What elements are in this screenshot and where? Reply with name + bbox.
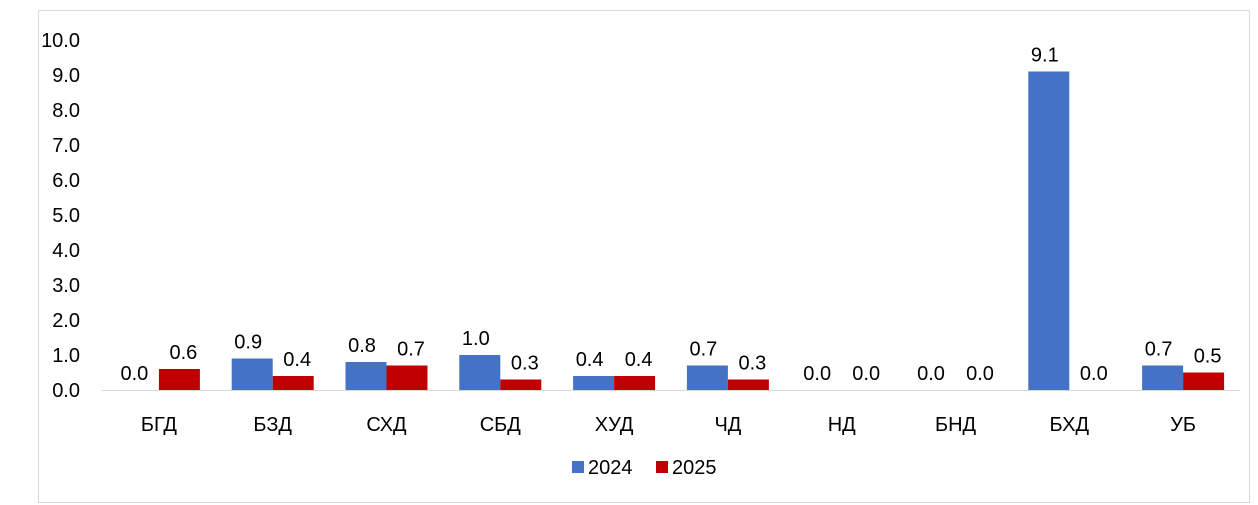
chart-frame: [38, 10, 1250, 503]
bar-2025: [272, 376, 314, 390]
data-label-2024: 0.4: [576, 349, 604, 371]
y-tick-label: 5.0: [52, 205, 80, 227]
data-label-2025: 0.3: [738, 353, 766, 375]
bar-2025: [386, 365, 428, 390]
y-tick-label: 2.0: [52, 310, 80, 332]
data-label-2024: 0.0: [917, 363, 945, 385]
bar-2024: [345, 362, 387, 390]
bar-2024: [459, 355, 501, 390]
bar-2024: [686, 365, 728, 390]
bar-2025: [1183, 372, 1225, 390]
data-label-2025: 0.0: [966, 363, 994, 385]
y-tick-label: 7.0: [52, 135, 80, 157]
x-category-label: БХД: [1050, 414, 1090, 436]
data-label-2025: 0.4: [625, 349, 653, 371]
data-label-2025: 0.7: [397, 339, 425, 361]
bar-2024: [231, 358, 273, 390]
bar-2024: [1028, 71, 1070, 390]
x-category-label: УБ: [1170, 414, 1196, 436]
data-label-2024: 1.0: [462, 328, 490, 350]
x-category-label: СБД: [480, 414, 522, 436]
bar-2025: [500, 379, 542, 390]
data-label-2025: 0.4: [283, 349, 311, 371]
y-tick-label: 10.0: [41, 30, 80, 52]
data-label-2024: 0.9: [234, 332, 262, 354]
data-label-2024: 0.0: [120, 363, 148, 385]
bar-2025: [614, 376, 656, 390]
y-tick-label: 6.0: [52, 170, 80, 192]
bar-2024: [1142, 365, 1184, 390]
data-label-2025: 0.5: [1194, 346, 1222, 368]
x-category-label: СХД: [366, 414, 407, 436]
data-label-2025: 0.6: [169, 342, 197, 364]
legend-label: 2024: [588, 457, 633, 479]
y-tick-label: 1.0: [52, 345, 80, 367]
data-label-2025: 0.0: [1080, 363, 1108, 385]
x-category-label: ХУД: [595, 414, 634, 436]
x-category-label: БГД: [141, 414, 178, 436]
bar-2024: [573, 376, 615, 390]
data-label-2024: 0.8: [348, 335, 376, 357]
x-category-label: БЗД: [253, 414, 292, 436]
legend-swatch-2024: [572, 461, 584, 473]
legend-label: 2025: [672, 457, 717, 479]
y-tick-label: 4.0: [52, 240, 80, 262]
y-tick-label: 8.0: [52, 100, 80, 122]
data-label-2024: 0.7: [1145, 339, 1173, 361]
x-category-label: БНД: [935, 414, 977, 436]
bar-2025: [158, 369, 200, 390]
legend-swatch-2025: [656, 461, 668, 473]
y-tick-label: 3.0: [52, 275, 80, 297]
y-tick-label: 9.0: [52, 65, 80, 87]
x-category-label: НД: [828, 414, 856, 436]
data-label-2024: 0.7: [689, 339, 717, 361]
y-tick-label: 0.0: [52, 380, 80, 402]
data-label-2024: 0.0: [803, 363, 831, 385]
data-label-2024: 9.1: [1031, 45, 1059, 67]
bar-2025: [727, 379, 769, 390]
x-category-label: ЧД: [714, 414, 741, 436]
data-label-2025: 0.3: [511, 353, 539, 375]
data-label-2025: 0.0: [852, 363, 880, 385]
